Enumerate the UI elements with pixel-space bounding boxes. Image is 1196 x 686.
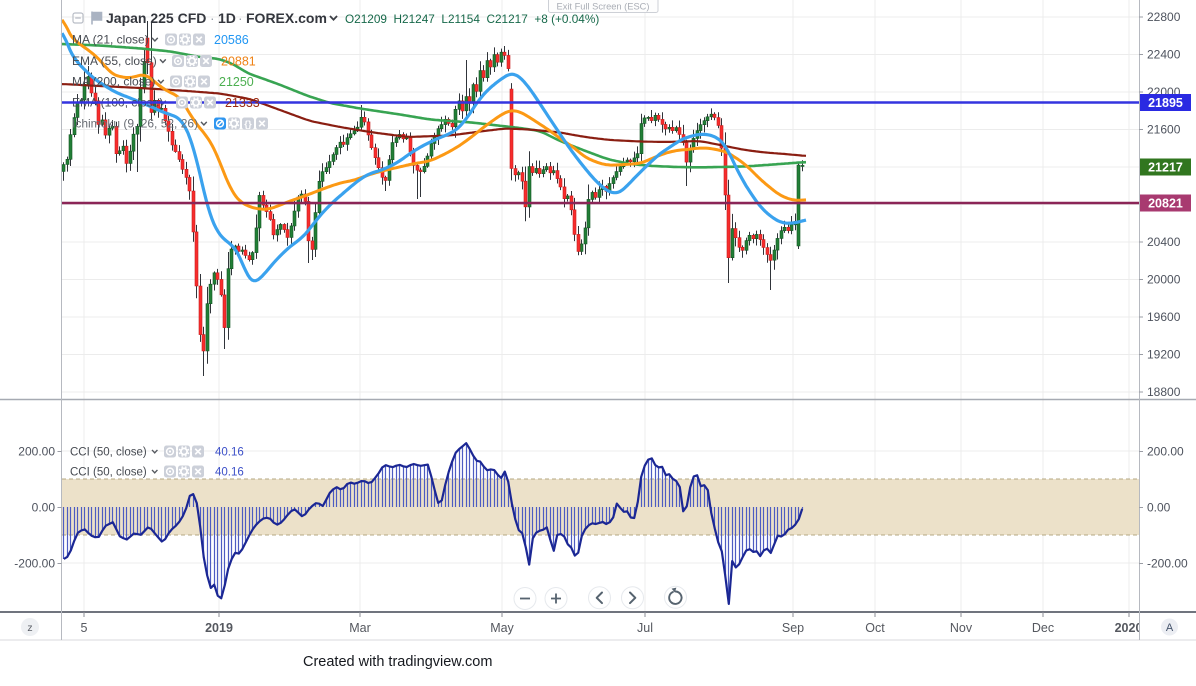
svg-text:O21209 H21247 L21154 C21217: O21209 H21247 L21154 C21217 +8 (+0.04%) — [345, 12, 599, 26]
svg-text:21250: 21250 — [219, 75, 254, 89]
svg-text:Sep: Sep — [782, 621, 804, 635]
svg-text:A: A — [1166, 622, 1174, 634]
svg-text:FOREX.com: FOREX.com — [246, 10, 327, 26]
svg-text:CCI (50, close): CCI (50, close) — [70, 447, 147, 459]
svg-text:21895: 21895 — [1148, 96, 1183, 110]
svg-text:21333: 21333 — [225, 96, 260, 110]
svg-text:-200.00: -200.00 — [14, 557, 55, 571]
svg-text:22400: 22400 — [1147, 48, 1181, 62]
svg-text:40.16: 40.16 — [215, 447, 244, 459]
svg-text:CCI (50, close): CCI (50, close) — [70, 467, 147, 479]
svg-text:20586: 20586 — [214, 33, 249, 47]
svg-text:0.00: 0.00 — [32, 501, 56, 515]
svg-text:1D: 1D — [218, 10, 236, 26]
svg-text:5: 5 — [81, 621, 88, 635]
svg-text:-200.00: -200.00 — [1147, 557, 1188, 571]
svg-text:20881: 20881 — [221, 55, 256, 69]
svg-text:20821: 20821 — [1148, 197, 1183, 211]
svg-text:2020: 2020 — [1115, 621, 1143, 635]
svg-text:21600: 21600 — [1147, 123, 1181, 137]
svg-text:EMA (55, close): EMA (55, close) — [72, 54, 157, 68]
svg-text:20400: 20400 — [1147, 235, 1181, 249]
svg-text:Created with tradingview.com: Created with tradingview.com — [303, 654, 492, 670]
svg-text:·: · — [238, 10, 243, 26]
svg-text:20000: 20000 — [1147, 273, 1181, 287]
svg-text:22800: 22800 — [1147, 10, 1181, 24]
svg-text:2019: 2019 — [205, 621, 233, 635]
svg-text:MA (200, close): MA (200, close) — [72, 75, 155, 89]
svg-text:May: May — [490, 621, 514, 635]
svg-text:{}: {} — [244, 119, 252, 130]
svg-text:Japan 225 CFD: Japan 225 CFD — [106, 10, 206, 26]
svg-text:Nov: Nov — [950, 621, 973, 635]
svg-text:Jul: Jul — [637, 621, 653, 635]
svg-text:200.00: 200.00 — [1147, 445, 1184, 459]
svg-text:Mar: Mar — [349, 621, 371, 635]
svg-text:40.16: 40.16 — [215, 467, 244, 479]
svg-text:·: · — [210, 10, 215, 26]
svg-text:21217: 21217 — [1148, 161, 1183, 175]
svg-text:Oct: Oct — [865, 621, 885, 635]
svg-text:200.00: 200.00 — [18, 445, 55, 459]
svg-text:Ichimoku (9, 26, 52, 26): Ichimoku (9, 26, 52, 26) — [72, 117, 198, 131]
svg-text:0.00: 0.00 — [1147, 501, 1171, 515]
svg-text:19200: 19200 — [1147, 348, 1181, 362]
svg-text:Dec: Dec — [1032, 621, 1054, 635]
svg-text:19600: 19600 — [1147, 310, 1181, 324]
svg-text:18800: 18800 — [1147, 385, 1181, 399]
svg-text:z: z — [27, 622, 32, 634]
svg-text:Exit Full Screen (ESC): Exit Full Screen (ESC) — [557, 2, 650, 12]
svg-text:MA (21, close): MA (21, close) — [72, 33, 149, 47]
